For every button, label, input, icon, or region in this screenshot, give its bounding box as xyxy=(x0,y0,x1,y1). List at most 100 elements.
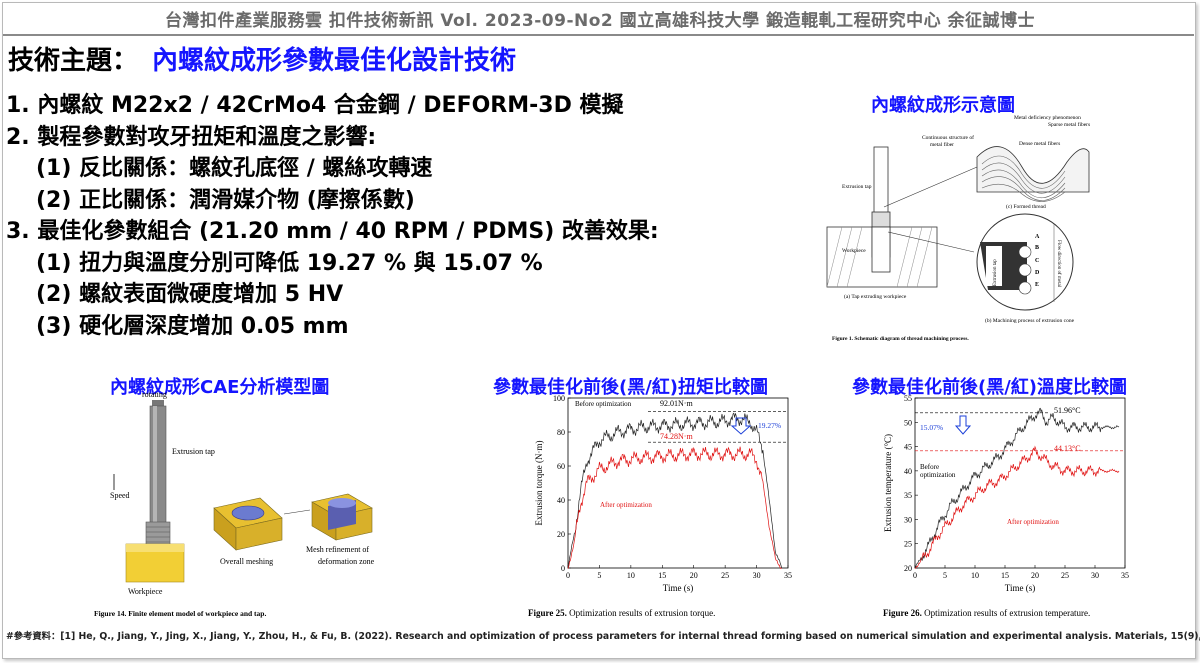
extrusion-cone-diagram xyxy=(976,213,1074,311)
torque-caption: 參數最佳化前後(黑/紅)扭矩比較圖 xyxy=(493,377,769,398)
torque-ytick-label: 0 xyxy=(561,564,565,573)
label-sparse-fibers: Sparse metal fibers xyxy=(1048,121,1090,128)
torque-xtick-label: 10 xyxy=(627,571,635,580)
temp-xtick-label: 15 xyxy=(1001,571,1009,580)
point-2-2: (2) 正比關係：潤滑媒介物 (摩擦係數) xyxy=(36,187,415,213)
header-divider xyxy=(3,34,1194,36)
topic-value: 內螺紋成形參數最佳化設計技術 xyxy=(152,46,517,76)
torque-xtick-label: 15 xyxy=(658,571,666,580)
label-c: C xyxy=(1035,258,1039,264)
temp-peak-before: 51.96°C xyxy=(1054,406,1081,415)
torque-peak-after: 74.28N·m xyxy=(660,432,693,441)
temp-reduction: 15.07% xyxy=(920,423,943,432)
torque-ytick-label: 100 xyxy=(553,394,565,403)
temp-xtick-label: 35 xyxy=(1121,571,1129,580)
torque-xtick-label: 20 xyxy=(690,571,698,580)
torque-label-before: Before optimization xyxy=(575,400,632,408)
point-3-3: (3) 硬化層深度增加 0.05 mm xyxy=(36,313,349,339)
point-2: 2. 製程參數對攻牙扭矩和溫度之影響: xyxy=(6,124,377,150)
point-1: 1. 內螺紋 M22x2 / 42CrMo4 合金鋼 / DEFORM-3D 模… xyxy=(6,93,624,118)
temp-down-arrow-icon xyxy=(954,415,972,435)
torque-fig-caption: Figure 25. Optimization results of extru… xyxy=(528,608,715,618)
temp-ytick-label: 50 xyxy=(904,418,912,427)
torque-label-after: After optimization xyxy=(600,501,652,509)
label-flow-direction: Flow direction of metal xyxy=(1056,240,1061,288)
temp-xtick-label: 0 xyxy=(913,571,917,580)
torque-ytick-label: 80 xyxy=(557,428,565,437)
formed-thread-diagram xyxy=(976,146,1090,202)
label-formed-thread: (c) Formed thread xyxy=(1006,203,1046,210)
temp-label-before: Before xyxy=(920,463,939,471)
torque-down-arrow-icon xyxy=(730,417,752,435)
temp-xlabel: Time (s) xyxy=(1005,583,1035,593)
label-metal-deficiency: Metal deficiency phenomenon xyxy=(1014,114,1081,121)
label-continuous: Continuous structure of xyxy=(922,134,974,141)
label-extrusion-tap-b: Extrusion tap xyxy=(993,259,998,286)
temp-xtick-label: 25 xyxy=(1061,571,1069,580)
torque-plot-frame xyxy=(567,397,789,569)
torque-xtick-label: 5 xyxy=(597,571,601,580)
temp-xtick-label: 20 xyxy=(1031,571,1039,580)
label-metal-fiber: metal fiber xyxy=(930,141,954,148)
temp-ytick-label: 30 xyxy=(904,515,912,524)
temp-series-0 xyxy=(914,407,1120,569)
overall-mesh-model xyxy=(213,497,283,551)
temp-peak-after: 44.13°C xyxy=(1054,444,1081,453)
torque-xlabel: Time (s) xyxy=(663,583,693,593)
temp-series-1 xyxy=(914,445,1120,569)
torque-ylabel: Extrusion torque (N·m) xyxy=(534,441,544,526)
tap-extruding-diagram xyxy=(826,146,938,288)
label-extrusion-tap: Extrusion tap xyxy=(172,447,215,456)
header-title: 台灣扣件產業服務雲 扣件技術新訊 Vol. 2023-09-No2 國立高雄科技… xyxy=(164,11,1036,31)
point-2-1: (1) 反比關係：螺紋孔底徑 / 螺絲攻轉速 xyxy=(36,156,433,181)
label-e: E xyxy=(1035,282,1039,288)
label-rotating: rotating xyxy=(142,392,167,399)
point-3-1: (1) 扭力與溫度分別可降低 19.27 % 與 15.07 % xyxy=(36,250,543,276)
label-deformation-zone: deformation zone xyxy=(318,557,375,566)
temp-ytick-label: 40 xyxy=(904,467,912,476)
schematic-figure: Metal deficiency phenomenon Sparse metal… xyxy=(826,114,1090,342)
point-3: 3. 最佳化參數組合 (21.20 mm / 40 RPM / PDMS) 改善… xyxy=(6,219,659,244)
temp-xtick-label: 30 xyxy=(1091,571,1099,580)
torque-reduction: 19.27% xyxy=(758,421,781,430)
temp-ytick-label: 55 xyxy=(904,394,912,403)
key-points: 1. 內螺紋 M22x2 / 42CrMo4 合金鋼 / DEFORM-3D 模… xyxy=(6,90,659,342)
torque-xtick-label: 30 xyxy=(753,571,761,580)
label-dense-fibers: Dense metal fibers xyxy=(1019,140,1060,147)
temp-label-after: After optimization xyxy=(1007,518,1059,526)
torque-ytick-label: 40 xyxy=(557,496,565,505)
torque-ytick-label: 60 xyxy=(557,462,565,471)
label-workpiece-cae: Workpiece xyxy=(128,587,163,596)
temp-plot-frame xyxy=(914,397,1126,569)
topic-title: 技術主題： 內螺紋成形參數最佳化設計技術 xyxy=(8,40,516,77)
label-overall-meshing: Overall meshing xyxy=(220,557,273,566)
topic-label: 技術主題： xyxy=(8,46,139,76)
temp-xtick-label: 5 xyxy=(943,571,947,580)
temp-ytick-label: 20 xyxy=(904,564,912,573)
cae-fig-caption: Figure 14. Finite element model of workp… xyxy=(94,609,266,618)
temp-ytick-label: 25 xyxy=(904,540,912,549)
torque-chart: 0 5 10 15 20 25 30 35 0 20 40 60 80 100 Time (s) Extr… xyxy=(528,394,792,618)
point-3-2: (2) 螺紋表面微硬度增加 5 HV xyxy=(36,282,344,307)
temp-label-before2: optimization xyxy=(920,471,956,479)
torque-xtick-label: 35 xyxy=(784,571,792,580)
cae-figure: rotating Extrusion tap Speed Workpiece O… xyxy=(94,392,375,618)
label-mesh-refinement: Mesh refinement of xyxy=(306,545,369,554)
label-d: D xyxy=(1035,270,1040,276)
cae-tap-model xyxy=(125,400,185,583)
cae-caption: 內螺紋成形CAE分析模型圖 xyxy=(110,377,330,398)
schematic-caption: 內螺紋成形示意圖 xyxy=(871,95,1015,116)
label-tap-extruding: (a) Tap extruding workpiece xyxy=(844,293,907,300)
torque-series-1 xyxy=(567,446,782,570)
temp-ylabel: Extrusion temperature (°C) xyxy=(883,434,893,532)
torque-xtick-label: 0 xyxy=(566,571,570,580)
label-b: B xyxy=(1035,245,1039,251)
temp-xtick-label: 10 xyxy=(971,571,979,580)
temp-ytick-label: 45 xyxy=(904,443,912,452)
reference-note: #參考資料：[1] He, Q., Jiang, Y., Jing, X., J… xyxy=(6,631,1200,642)
label-a: A xyxy=(1035,234,1040,240)
torque-ytick-label: 20 xyxy=(557,530,565,539)
mesh-refinement-model xyxy=(311,493,373,541)
